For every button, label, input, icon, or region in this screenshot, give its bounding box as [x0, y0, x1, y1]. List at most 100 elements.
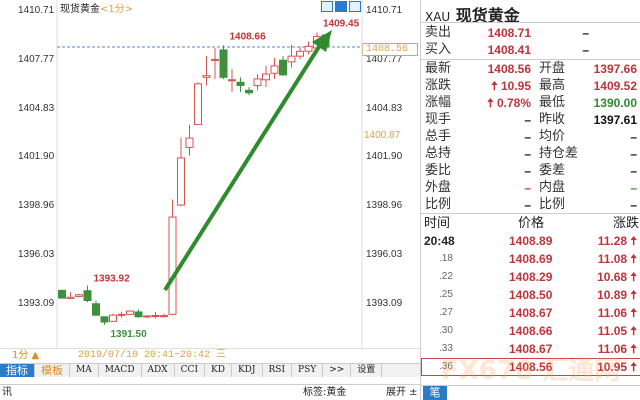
quote-row: 现手 – 昨收 1397.61 [421, 111, 640, 129]
quote-row: 委比 – 委差 – [421, 162, 640, 180]
quote-row: 总持 – 持仓差 – [421, 145, 640, 163]
chart-type-icon[interactable] [335, 1, 347, 12]
quote-value: – [630, 198, 637, 212]
candle-body [117, 313, 126, 316]
candle-body [177, 157, 185, 206]
axis-tick-label: 1393.09 [18, 297, 55, 309]
axis-tick-label: 1410.71 [366, 5, 403, 16]
quote-label: 内盘 [539, 180, 566, 195]
quote-row: 涨跌 🠅 10.95 最高 1409.52 [421, 77, 640, 95]
tick-change: 11.06 🠅 [597, 342, 637, 356]
tick-row: .18 1408.69 11.08 🠅 [421, 250, 640, 268]
tick-change: 10.68 🠅 [597, 270, 637, 284]
quote-label: 最低 [539, 95, 566, 110]
quote-label: 委比 [425, 163, 452, 178]
quote-value: – [630, 147, 637, 161]
quote-value: – [630, 164, 637, 178]
candle-body [126, 310, 134, 315]
axis-tick-label: 1396.03 [366, 249, 403, 260]
indicator-tab[interactable]: RSI [263, 364, 293, 377]
quote-label: 均价 [539, 129, 566, 144]
tick-price: 1408.56 [509, 360, 553, 374]
candle-body [143, 315, 151, 318]
indicator-tab[interactable]: MA [70, 364, 99, 377]
indicator-tab[interactable]: KD [205, 364, 232, 377]
quote-value: – [524, 164, 531, 178]
candle-body [100, 316, 109, 323]
status-bar: 1分 ▲ 2019/07/10 20:41~20:42 三 [0, 348, 420, 363]
indicator-tab[interactable]: 设置 [351, 364, 383, 377]
indicator-tab[interactable]: CCI [175, 364, 205, 377]
expand-button[interactable]: 展开 ± [386, 387, 418, 398]
tick-price: 1408.89 [509, 234, 553, 248]
candle-body [279, 59, 287, 76]
tick-row: .25 1408.50 10.89 🠅 [421, 286, 640, 304]
buy-row: 买入 1408.41– [425, 42, 589, 57]
quote-panel: XAU 现货黄金 卖出 1408.71– 买入 1408.41– 最新 1408.56… [420, 0, 640, 400]
quote-label: 委差 [539, 163, 566, 178]
tick-change: 10.89 🠅 [597, 288, 637, 302]
quote-label: 开盘 [539, 61, 566, 76]
crosshair-icon[interactable] [321, 1, 333, 12]
axis-tick-label: 1398.96 [18, 200, 55, 212]
axis-tick-label: 1407.77 [18, 53, 55, 65]
tick-time: .36 [439, 361, 453, 372]
indicator-tab[interactable]: 模板 [35, 364, 70, 377]
chart-title: 现货黄金<1分> [60, 4, 134, 15]
tick-change: 10.95 🠅 [597, 360, 637, 374]
candle-body [304, 45, 313, 52]
candle-body [262, 73, 270, 81]
tick-change: 11.28 🠅 [597, 234, 637, 248]
candle-body [92, 303, 100, 316]
quote-value: – [524, 113, 531, 127]
quote-value: – [630, 130, 637, 144]
quote-value: – [630, 181, 637, 195]
tick-tab[interactable]: 笔 [423, 386, 447, 400]
tick-change: 11.06 🠅 [597, 306, 637, 320]
quote-value: 1408.56 [487, 62, 531, 76]
candle-body [168, 216, 177, 315]
quote-label: 现手 [425, 112, 452, 127]
quote-title: XAU 现货黄金 [425, 6, 520, 25]
indicator-tab[interactable]: 指标 [0, 364, 35, 377]
indicator-tab[interactable]: PSY [292, 364, 324, 377]
tick-time: .22 [439, 271, 453, 282]
candle-body [211, 58, 219, 61]
chart-toolbar [321, 1, 361, 12]
candle-body [75, 294, 83, 297]
candles-layer: 1409.45 1408.66 1393.92 1391.50 [56, 0, 363, 348]
quote-row: 最新 1408.56 开盘 1397.66 [421, 60, 640, 78]
ticks-header: 时间 价格 涨跌 [424, 215, 639, 230]
quote-value: 1397.66 [593, 62, 637, 76]
tick-time: .33 [439, 343, 453, 354]
cursor-price-label: 1400.87 [364, 130, 401, 141]
axis-tick-label: 1404.83 [18, 102, 55, 114]
news-label[interactable]: 讯 [2, 387, 12, 398]
quote-label: 昨收 [539, 112, 566, 127]
axis-tick-label: 1401.90 [366, 151, 403, 163]
tick-price: 1408.67 [509, 342, 553, 356]
indicator-tab[interactable]: KDJ [232, 364, 263, 377]
indicator-tab[interactable]: MACD [99, 364, 142, 377]
watermark-logo: FX678 汇通网 [441, 356, 621, 386]
bottom-bar: 讯 标签:黄金 展开 ± [0, 384, 420, 400]
candlestick-chart[interactable]: 现货黄金<1分> 1410.71 1407.77 1404.83 1401.90 139… [0, 0, 420, 348]
candle-body [270, 65, 279, 74]
candle-body [66, 296, 75, 300]
period-selector[interactable]: 1分 ▲ [12, 350, 40, 361]
tick-change: 11.08 🠅 [597, 252, 637, 266]
quote-row: 比例 – 比例 – [421, 196, 640, 214]
expand-right-icon[interactable] [349, 1, 361, 12]
quote-label: 总持 [425, 146, 452, 161]
candle-body [219, 49, 228, 78]
tick-price: 1408.69 [509, 252, 553, 266]
axis-tick-label: 1410.71 [18, 5, 55, 16]
indicator-tab[interactable]: >> [323, 364, 352, 377]
quote-value: – [524, 130, 531, 144]
candle-body [151, 314, 160, 317]
indicator-tab[interactable]: ADX [142, 364, 175, 377]
tick-time: .18 [439, 253, 453, 264]
candle-body [202, 75, 211, 78]
tick-row: .30 1408.66 11.05 🠅 [421, 322, 640, 340]
candle-body [134, 311, 143, 318]
